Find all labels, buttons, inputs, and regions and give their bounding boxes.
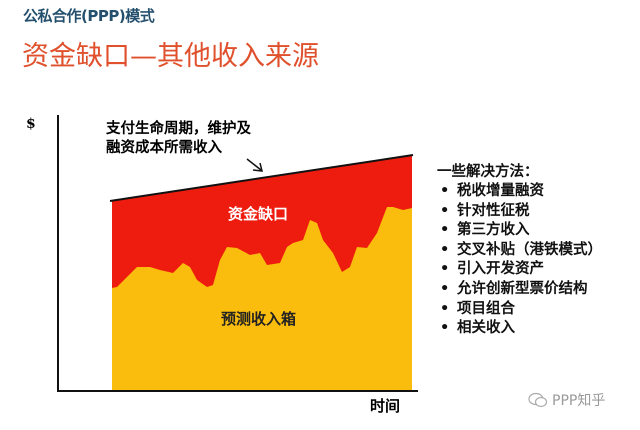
solutions-list: 一些解决方法： • 税收增量融资 • 针对性征税 • 第三方收入 • 交叉补贴（港铁模式…	[437, 160, 602, 339]
list-item: • 税收增量融资	[437, 182, 602, 202]
annotation-arrow	[246, 158, 262, 171]
slide-subtitle: 公私合作(PPP)模式	[23, 7, 155, 25]
bullet-icon: •	[440, 280, 450, 297]
bullet-icon: •	[440, 241, 450, 258]
watermark: PPP知乎	[528, 390, 605, 410]
funding-gap-label: 资金缺口	[228, 205, 288, 223]
list-item: • 项目组合	[437, 300, 602, 320]
list-item: • 引入开发资产	[437, 260, 602, 280]
x-axis-label: 时间	[370, 397, 400, 415]
list-item-text: 相关收入	[457, 320, 515, 337]
bullet-icon: •	[440, 202, 450, 219]
list-item-text: 税收增量融资	[457, 183, 544, 199]
slide-title: 资金缺口—其他收入来源	[22, 41, 319, 72]
bullet-icon: •	[440, 261, 450, 278]
list-item: • 交叉补贴（港铁模式）	[437, 241, 602, 261]
required-revenue-line	[109, 154, 414, 202]
solutions-heading: 一些解决方法：	[437, 164, 539, 180]
bullet-icon: •	[440, 183, 450, 199]
wechat-icon	[528, 392, 548, 408]
list-item-text: 允许创新型票价结构	[457, 280, 588, 297]
list-item-text: 交叉补贴（港铁模式）	[457, 241, 602, 258]
list-item: • 针对性征税	[437, 202, 602, 222]
list-item: • 第三方收入	[437, 221, 602, 241]
list-item-text: 第三方收入	[457, 222, 530, 239]
watermark-text: PPP知乎	[552, 393, 606, 409]
list-item-text: 针对性征税	[457, 202, 530, 219]
arrow-head-icon	[252, 162, 263, 172]
bullet-icon: •	[440, 222, 450, 239]
list-item: • 允许创新型票价结构	[437, 280, 602, 300]
forecast-revenue-label: 预测收入箱	[221, 310, 296, 328]
annotation-line-1: 支付生命周期，维护及	[106, 119, 251, 137]
forecast-revenue-area	[112, 207, 412, 390]
annotation-line-2: 融资成本所需收入	[106, 138, 222, 156]
y-axis-label: $	[26, 116, 36, 132]
list-item-text: 项目组合	[457, 300, 515, 317]
bullet-icon: •	[440, 320, 450, 337]
bullet-icon: •	[440, 300, 450, 317]
list-item: • 相关收入	[437, 319, 602, 339]
list-item-text: 引入开发资产	[457, 261, 544, 278]
